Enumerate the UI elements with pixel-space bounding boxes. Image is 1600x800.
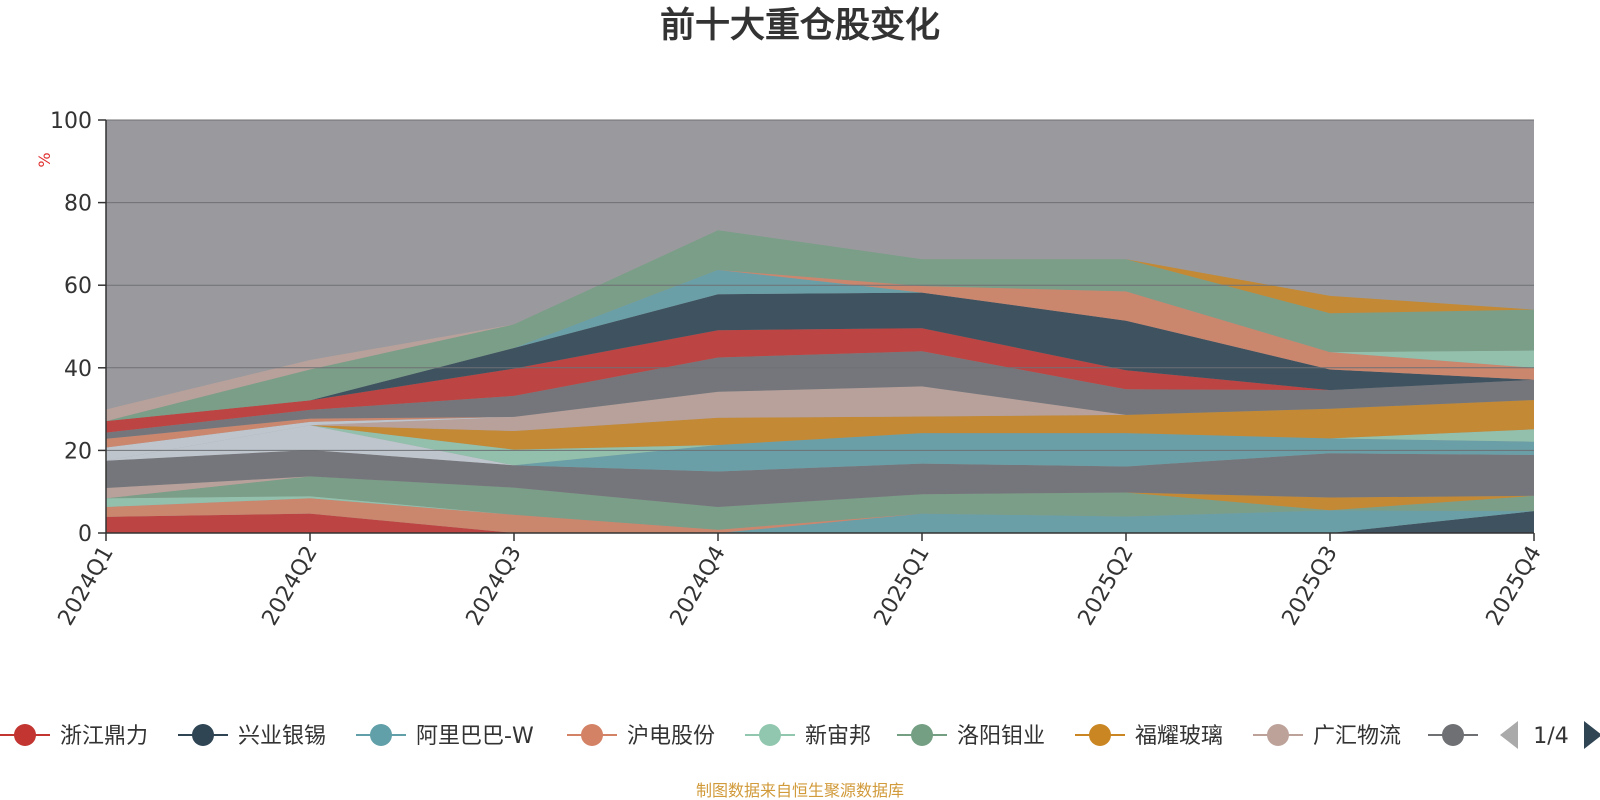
legend-page-indicator: 1/4 bbox=[1533, 724, 1568, 749]
legend-item-1[interactable]: 兴业银锡 bbox=[178, 724, 326, 749]
x-tick-label-2024Q2: 2024Q2 bbox=[258, 542, 323, 630]
y-tick-label-20: 20 bbox=[64, 439, 92, 464]
legend-label: 新宙邦 bbox=[805, 724, 871, 749]
area-series-0[interactable] bbox=[106, 513, 1534, 533]
y-tick-label-60: 60 bbox=[64, 274, 92, 299]
legend-next-page-icon[interactable] bbox=[1584, 721, 1600, 749]
legend-item-6[interactable]: 福耀玻璃 bbox=[1075, 724, 1223, 749]
legend-item-8[interactable] bbox=[1428, 724, 1478, 746]
area-series-9[interactable] bbox=[106, 433, 1534, 472]
area-series-22[interactable] bbox=[106, 230, 1534, 422]
area-series-17[interactable] bbox=[106, 328, 1534, 433]
legend-marker-icon bbox=[192, 724, 214, 746]
legend-label: 洛阳钼业 bbox=[957, 724, 1045, 749]
legend-item-0[interactable]: 浙江鼎力 bbox=[0, 724, 148, 749]
legend-pager: 1/4 bbox=[1500, 721, 1600, 749]
y-axis-unit-label: % bbox=[35, 152, 54, 167]
legend-prev-page-icon[interactable] bbox=[1500, 721, 1518, 749]
x-tick-label-2024Q4: 2024Q4 bbox=[666, 542, 731, 630]
area-series-12[interactable] bbox=[106, 400, 1534, 461]
y-tick-label-80: 80 bbox=[64, 192, 92, 217]
area-series-20[interactable] bbox=[106, 269, 1534, 422]
legend-label: 福耀玻璃 bbox=[1135, 724, 1223, 749]
area-series-16[interactable] bbox=[106, 351, 1534, 439]
x-tick-label-2025Q1: 2025Q1 bbox=[870, 542, 935, 630]
legend-label: 阿里巴巴-W bbox=[416, 724, 534, 749]
legend-label: 浙江鼎力 bbox=[60, 724, 148, 749]
legend: 浙江鼎力 兴业银锡 阿里巴巴-W 沪电股份 新宙邦 洛阳钼业 福耀玻璃 广汇物流 bbox=[0, 724, 1478, 749]
area-series-8[interactable] bbox=[106, 450, 1534, 507]
legend-item-3[interactable]: 沪电股份 bbox=[567, 724, 715, 749]
legend-marker-icon bbox=[370, 724, 392, 746]
y-tick-label-100: 100 bbox=[50, 109, 92, 134]
legend-item-5[interactable]: 洛阳钼业 bbox=[897, 724, 1045, 749]
legend-item-7[interactable]: 广汇物流 bbox=[1253, 724, 1401, 749]
legend-item-4[interactable]: 新宙邦 bbox=[745, 724, 871, 749]
x-tick-label-2025Q2: 2025Q2 bbox=[1074, 542, 1139, 630]
area-series-11[interactable] bbox=[106, 425, 1534, 466]
legend-marker-icon bbox=[14, 724, 36, 746]
legend-marker-icon bbox=[911, 724, 933, 746]
x-tick-label-2025Q4: 2025Q4 bbox=[1482, 542, 1547, 630]
y-tick-label-0: 0 bbox=[78, 522, 92, 547]
x-tick-label-2025Q3: 2025Q3 bbox=[1278, 542, 1343, 630]
x-tick-label-2024Q1: 2024Q1 bbox=[54, 542, 119, 630]
legend-marker-icon bbox=[1442, 724, 1464, 746]
chart-title: 前十大重仓股变化 bbox=[660, 6, 940, 46]
data-source-note: 制图数据来自恒生聚源数据库 bbox=[696, 781, 904, 800]
legend-item-2[interactable]: 阿里巴巴-W bbox=[356, 724, 534, 749]
legend-label: 兴业银锡 bbox=[238, 724, 326, 749]
legend-label: 广汇物流 bbox=[1313, 724, 1401, 749]
legend-marker-icon bbox=[1267, 724, 1289, 746]
area-series-3[interactable] bbox=[106, 498, 1534, 533]
area-series-13[interactable] bbox=[106, 386, 1534, 461]
area-series-1[interactable] bbox=[106, 511, 1534, 533]
area-series-group bbox=[106, 230, 1534, 533]
legend-label: 沪电股份 bbox=[627, 724, 715, 749]
area-series-5[interactable] bbox=[106, 476, 1534, 530]
legend-marker-icon bbox=[581, 724, 603, 746]
area-series-2[interactable] bbox=[106, 510, 1534, 533]
legend-marker-icon bbox=[1089, 724, 1111, 746]
x-tick-label-2024Q3: 2024Q3 bbox=[462, 542, 527, 630]
area-series-4[interactable] bbox=[106, 496, 1534, 530]
gridlines bbox=[106, 119, 1534, 451]
area-series-18[interactable] bbox=[106, 292, 1534, 422]
legend-marker-icon bbox=[759, 724, 781, 746]
y-tick-label-40: 40 bbox=[64, 357, 92, 382]
